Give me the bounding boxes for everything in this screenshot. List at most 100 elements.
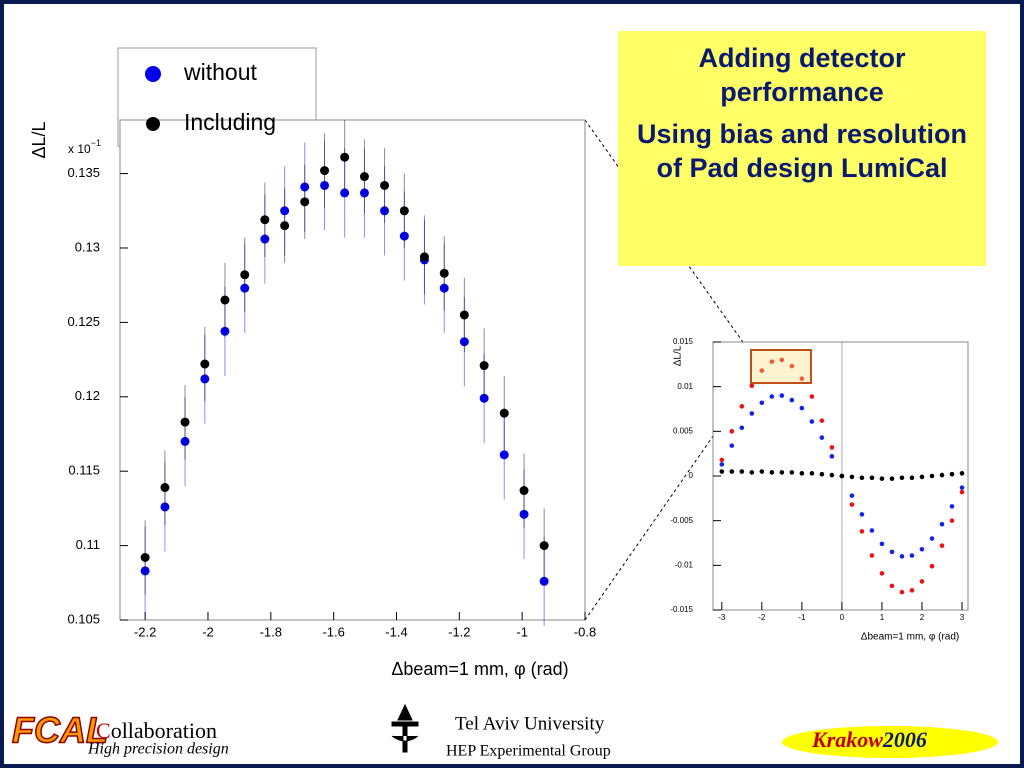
x-tick-label: -0.8 bbox=[574, 624, 596, 639]
point bbox=[799, 376, 805, 381]
city: Krakow bbox=[811, 727, 883, 752]
point bbox=[869, 528, 875, 533]
point bbox=[180, 417, 190, 427]
point bbox=[340, 188, 350, 198]
point bbox=[769, 394, 775, 399]
y-axis-label: ΔL/L bbox=[673, 345, 684, 366]
point bbox=[719, 462, 725, 467]
tau-logo bbox=[391, 703, 419, 753]
point bbox=[499, 408, 509, 418]
point bbox=[359, 172, 369, 182]
x-tick-label: -2 bbox=[758, 613, 766, 622]
point bbox=[829, 472, 835, 478]
x-axis-label: Δbeam=1 mm, φ (rad) bbox=[861, 632, 959, 643]
point bbox=[849, 493, 855, 498]
point bbox=[140, 566, 150, 576]
x-tick-label: 1 bbox=[880, 613, 885, 622]
year: 2006 bbox=[882, 727, 927, 752]
point bbox=[959, 471, 965, 476]
point bbox=[829, 445, 835, 450]
highlight-box bbox=[750, 349, 812, 384]
point bbox=[849, 474, 855, 480]
point bbox=[479, 393, 489, 403]
point bbox=[799, 405, 805, 411]
point bbox=[879, 476, 885, 481]
group: HEP Experimental Group bbox=[446, 743, 611, 760]
y-tick-label: 0.11 bbox=[76, 537, 100, 552]
point bbox=[380, 206, 390, 216]
point bbox=[859, 529, 865, 534]
x-tick-label: 2 bbox=[920, 613, 925, 622]
y-tick-label: 0 bbox=[689, 471, 694, 480]
point bbox=[459, 310, 469, 320]
note-line: Adding detector performance bbox=[698, 43, 906, 107]
y-multiplier: x 10−1 bbox=[68, 138, 101, 156]
point bbox=[200, 374, 210, 384]
point bbox=[779, 470, 785, 475]
point bbox=[519, 509, 529, 519]
point bbox=[220, 295, 230, 305]
point bbox=[769, 470, 775, 475]
point bbox=[829, 454, 835, 459]
point bbox=[419, 252, 429, 262]
y-tick-label: 0.135 bbox=[67, 165, 100, 180]
point bbox=[889, 549, 895, 555]
y-tick-label: 0.125 bbox=[67, 314, 100, 329]
charts: -2.2 -2 -1.8 -1.6 -1.4 -1.2 -1 -0.8 0.105 0.11 0.1… bbox=[11, 47, 998, 760]
y-tick-label: 0.115 bbox=[68, 463, 100, 478]
point bbox=[300, 182, 310, 192]
y-tick-label: 0.13 bbox=[75, 239, 100, 254]
point bbox=[859, 512, 865, 517]
point bbox=[479, 361, 489, 371]
point bbox=[789, 363, 795, 369]
point bbox=[260, 215, 270, 225]
point bbox=[939, 472, 945, 478]
point bbox=[919, 546, 925, 552]
point bbox=[499, 450, 509, 460]
y-tick-label: 0.12 bbox=[75, 388, 100, 403]
y-tick-label: 0.005 bbox=[673, 426, 694, 435]
logo: FCAL bbox=[12, 710, 108, 751]
point bbox=[899, 589, 905, 595]
point bbox=[949, 471, 955, 477]
point bbox=[949, 504, 955, 509]
point bbox=[729, 429, 735, 434]
point bbox=[809, 394, 815, 399]
point bbox=[729, 443, 735, 448]
y-tick-label: 0.105 bbox=[67, 611, 100, 626]
point bbox=[839, 473, 845, 479]
collab-text: Collaboration bbox=[96, 718, 217, 743]
multiplier-exp: −1 bbox=[91, 138, 101, 148]
point bbox=[819, 418, 825, 423]
tagline: High precision design bbox=[87, 741, 229, 758]
point bbox=[779, 393, 785, 398]
point bbox=[749, 411, 755, 416]
x-tick-label: -1 bbox=[516, 624, 528, 639]
x-tick-label: -2.2 bbox=[134, 624, 156, 639]
y-tick-label: 0.01 bbox=[677, 382, 693, 391]
point bbox=[889, 583, 895, 589]
note-line: Using bias and resolution of Pad design … bbox=[636, 119, 968, 183]
point bbox=[240, 283, 250, 293]
point bbox=[180, 436, 190, 446]
point bbox=[939, 521, 945, 527]
point bbox=[869, 475, 875, 481]
y-axis-label: ΔL/L bbox=[29, 121, 49, 158]
point bbox=[459, 337, 469, 347]
point bbox=[919, 474, 925, 480]
collab-rest: ollaboration bbox=[111, 718, 217, 743]
point bbox=[739, 404, 745, 409]
point bbox=[929, 536, 935, 541]
point bbox=[399, 231, 409, 241]
point bbox=[789, 470, 795, 475]
x-tick-label: -1.8 bbox=[260, 624, 282, 639]
point bbox=[909, 553, 915, 558]
point bbox=[909, 475, 915, 481]
x-tick-label: 0 bbox=[840, 613, 845, 622]
x-tick-label: 3 bbox=[960, 613, 965, 622]
point bbox=[879, 571, 885, 576]
point bbox=[739, 425, 745, 431]
point bbox=[849, 502, 855, 507]
point bbox=[929, 563, 935, 569]
